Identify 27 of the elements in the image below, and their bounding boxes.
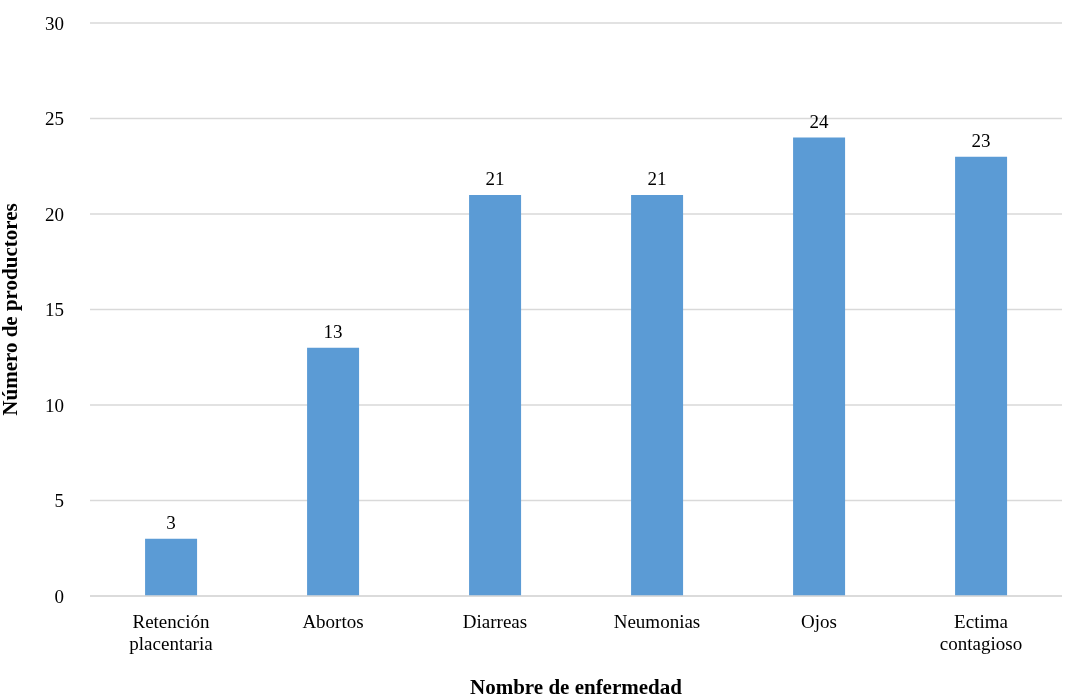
data-label: 23: [971, 129, 991, 151]
x-tick-label: Neumonias: [613, 611, 701, 632]
y-tick-label: 15: [45, 299, 64, 321]
data-label: 3: [166, 511, 176, 533]
y-tick-label: 10: [45, 394, 64, 416]
data-label: 21: [485, 167, 505, 189]
x-tick-label: Ectima contagioso: [939, 611, 1023, 654]
bar: [307, 347, 360, 596]
data-label: 13: [323, 320, 343, 342]
y-axis-title: Número de productores: [0, 203, 23, 416]
x-tick-label: Abortos: [302, 611, 364, 632]
data-label: 24: [809, 110, 830, 132]
x-tick-label: Ojos: [801, 611, 837, 632]
data-label: 21: [647, 167, 667, 189]
y-tick-label: 0: [54, 585, 64, 607]
y-tick-label: 25: [45, 108, 64, 130]
y-tick-label: 5: [54, 490, 64, 512]
bar: [631, 194, 684, 596]
x-tick-label: Diarreas: [462, 611, 528, 632]
bar: [145, 538, 198, 596]
y-tick-label: 30: [45, 12, 64, 34]
bar: [469, 194, 522, 596]
bar: [955, 156, 1008, 596]
x-axis-title: Nombre de enfermedad: [470, 675, 683, 696]
x-tick-label: Retención placentaria: [129, 611, 214, 654]
y-tick-label: 20: [45, 203, 64, 225]
bar: [793, 137, 846, 596]
